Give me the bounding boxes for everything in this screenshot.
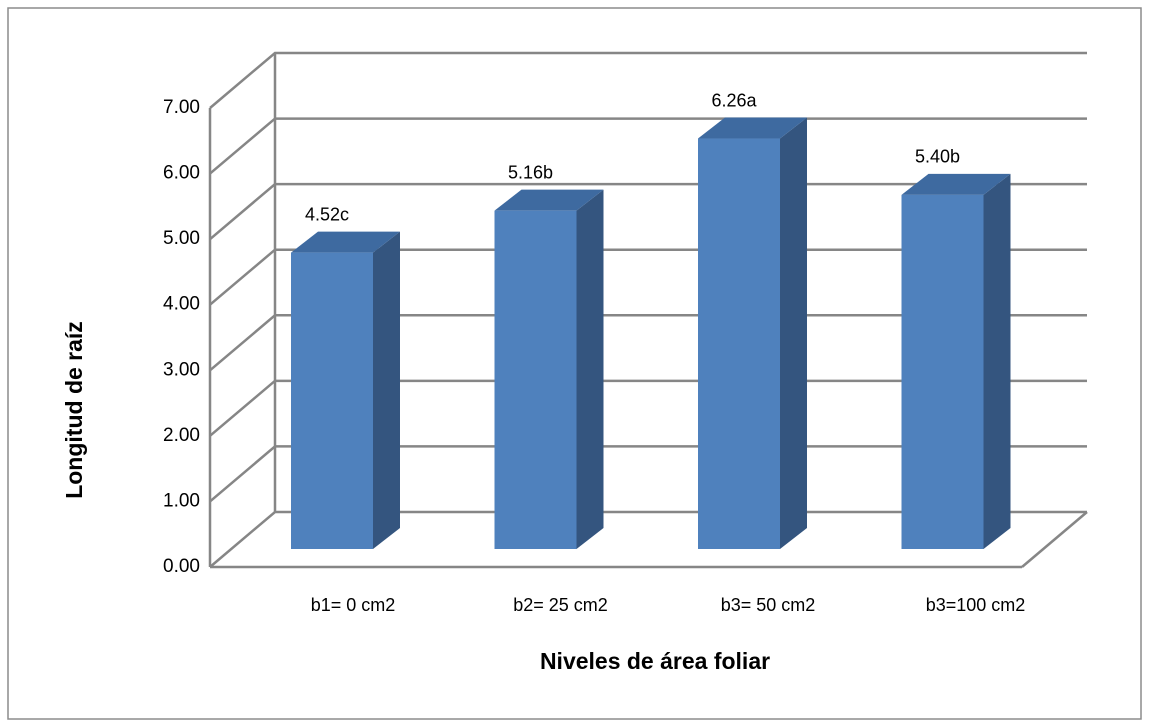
- grid-line: [209, 51, 1087, 109]
- x-tick-label: b1= 0 cm2: [311, 595, 396, 615]
- grid-line: [209, 182, 1087, 241]
- bar: [291, 252, 373, 550]
- x-axis-title: Niveles de área foliar: [540, 648, 770, 674]
- y-tick-label: 1.00: [163, 490, 200, 511]
- bar: [698, 138, 780, 549]
- y-tick-label: 6.00: [163, 163, 200, 184]
- grid-line: [209, 445, 1087, 503]
- bar-side: [373, 231, 400, 550]
- y-tick-label: 2.00: [163, 425, 200, 446]
- bar-top: [698, 117, 807, 139]
- bar-top: [291, 231, 400, 253]
- grid-line: [209, 379, 1087, 437]
- y-tick-label: 4.00: [163, 294, 200, 315]
- grid-line: [209, 510, 1087, 568]
- bar: [494, 210, 577, 549]
- x-tick-label: b3= 50 cm2: [721, 595, 816, 615]
- x-tick-label: b2= 25 cm2: [513, 595, 608, 615]
- y-tick-label: 5.00: [163, 228, 200, 249]
- grid-line: [209, 117, 1087, 175]
- y-tick-label: 7.00: [163, 97, 200, 118]
- value-label: 4.52c: [305, 204, 349, 224]
- value-label: 6.26a: [711, 90, 757, 110]
- bar-side: [780, 117, 807, 549]
- bar-top: [494, 189, 604, 211]
- value-label: 5.40b: [915, 147, 960, 167]
- bar-side: [983, 173, 1011, 549]
- bar: [901, 194, 984, 549]
- bar-top: [901, 173, 1011, 195]
- y-axis-title: Longitud de raíz: [61, 321, 87, 499]
- x-tick-label: b3=100 cm2: [926, 595, 1026, 615]
- value-label: 5.16b: [508, 162, 553, 182]
- floor-edge: [1021, 511, 1088, 568]
- grid-line: [209, 248, 1087, 306]
- grid-line: [209, 314, 1087, 372]
- bar-side: [576, 189, 604, 549]
- y-tick-label: 3.00: [163, 359, 200, 380]
- y-tick-label: 0.00: [163, 556, 200, 577]
